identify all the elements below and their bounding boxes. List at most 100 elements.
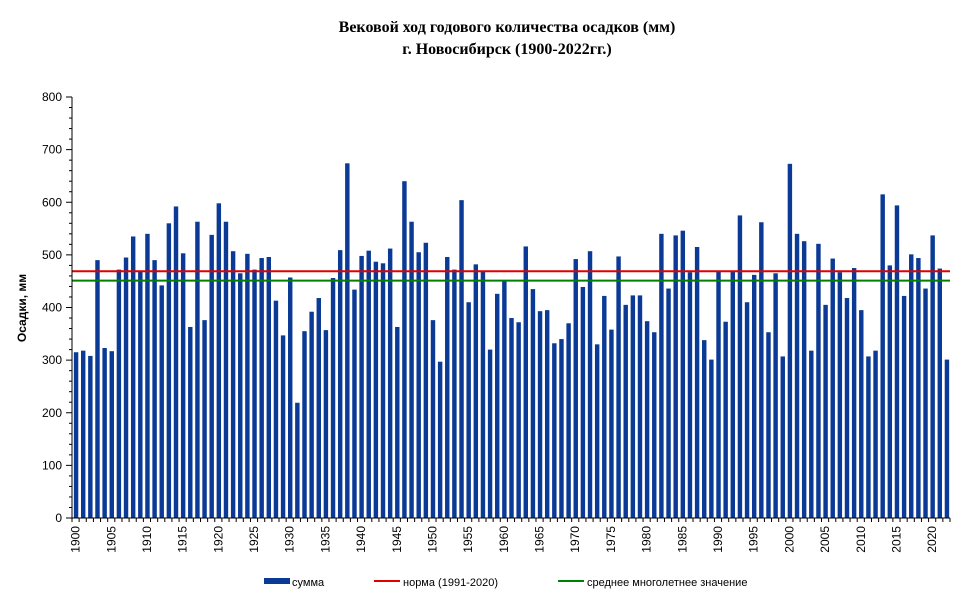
bar-2015 — [894, 205, 900, 518]
bar-1939 — [352, 289, 357, 518]
x-tick-label: 2020 — [925, 526, 939, 553]
bar-1923 — [238, 273, 243, 518]
legend-label-mean: среднее многолетнее значение — [587, 577, 747, 589]
bar-1910 — [145, 233, 150, 518]
bar-2019 — [923, 288, 928, 518]
bar-1901 — [80, 350, 86, 518]
bar-1979 — [637, 295, 643, 518]
bar-1988 — [702, 340, 707, 518]
bar-1954 — [459, 200, 464, 518]
bar-1937 — [337, 250, 343, 518]
x-tick-label: 1945 — [390, 526, 404, 553]
bar-1948 — [416, 252, 421, 519]
bar-1982 — [659, 233, 664, 518]
bar-1915 — [180, 253, 186, 519]
bar-2016 — [901, 295, 907, 518]
bar-1902 — [88, 355, 93, 518]
bar-2008 — [844, 298, 850, 518]
bar-1942 — [373, 261, 379, 518]
bar-2012 — [873, 350, 878, 518]
bar-1989 — [709, 359, 714, 518]
x-tick-label: 1925 — [247, 526, 261, 553]
bar-1964 — [530, 289, 536, 518]
y-tick-label: 600 — [42, 195, 62, 209]
bar-2005 — [823, 304, 828, 518]
bar-2009 — [851, 268, 857, 518]
bar-1978 — [630, 295, 636, 518]
legend-label-sum: сумма — [292, 577, 325, 589]
bar-1949 — [423, 242, 429, 518]
bar-2017 — [909, 254, 914, 518]
bar-1943 — [380, 263, 386, 518]
y-tick-label: 500 — [42, 248, 62, 262]
legend: сумма норма (1991-2020) среднее многолет… — [264, 577, 747, 589]
bar-1905 — [109, 351, 114, 518]
bar-1933 — [309, 311, 314, 518]
bar-1976 — [616, 256, 621, 518]
bar-1920 — [216, 203, 222, 519]
bar-1926 — [259, 258, 264, 518]
bar-2007 — [837, 272, 843, 518]
bar-2006 — [830, 258, 835, 518]
bar-1969 — [566, 323, 571, 518]
x-tick-label: 1960 — [497, 526, 511, 553]
bar-1985 — [680, 230, 686, 519]
bar-1929 — [280, 335, 286, 518]
bar-1911 — [152, 260, 157, 518]
bar-1975 — [609, 329, 614, 518]
bar-1927 — [266, 256, 272, 518]
bar-1993 — [737, 215, 743, 518]
bar-1931 — [295, 402, 300, 518]
bar-1945 — [395, 326, 400, 518]
x-tick-label: 1995 — [747, 526, 761, 553]
bar-1917 — [195, 221, 200, 518]
y-tick-label: 700 — [42, 143, 62, 157]
bar-1990 — [716, 270, 721, 518]
bar-1900 — [73, 352, 79, 518]
bar-1925 — [252, 269, 257, 518]
bar-1970 — [573, 259, 578, 518]
bar-1921 — [223, 221, 229, 518]
bar-1922 — [230, 251, 236, 518]
x-tick-label: 1950 — [425, 526, 439, 553]
bar-1981 — [652, 332, 657, 518]
y-tick-label: 100 — [42, 458, 62, 472]
bar-1932 — [302, 331, 307, 518]
bar-1968 — [559, 339, 564, 518]
bar-2021 — [937, 268, 943, 518]
bar-1997 — [766, 332, 771, 518]
bar-1938 — [345, 163, 350, 518]
bar-2002 — [801, 241, 807, 518]
x-tick-label: 2000 — [782, 526, 796, 553]
bar-1961 — [509, 318, 514, 518]
y-tick-label: 0 — [55, 511, 62, 525]
bar-1996 — [759, 222, 764, 518]
bar-2001 — [794, 233, 800, 518]
legend-label-norm: норма (1991-2020) — [403, 577, 498, 589]
bar-1973 — [594, 344, 600, 518]
bar-1914 — [173, 206, 179, 518]
bar-1957 — [480, 271, 486, 518]
bar-1946 — [402, 181, 407, 518]
chart-title-line1: Вековой ход годового количества осадков … — [339, 19, 676, 36]
bar-1928 — [273, 300, 279, 518]
bar-1959 — [495, 293, 500, 518]
bar-1904 — [102, 348, 107, 518]
bar-1930 — [288, 277, 293, 518]
x-tick-label: 1935 — [318, 526, 332, 553]
bar-1958 — [487, 349, 493, 518]
bar-1965 — [537, 311, 543, 518]
bar-1977 — [623, 304, 628, 518]
bar-1950 — [430, 320, 436, 518]
bar-1940 — [359, 255, 364, 518]
y-axis-ticks: 0 100 200 300 400 500 600 700 800 — [42, 90, 72, 525]
bar-1908 — [130, 236, 136, 518]
bar-1941 — [366, 250, 371, 519]
bar-2014 — [887, 265, 893, 518]
bar-1934 — [316, 298, 321, 518]
x-tick-label: 1985 — [675, 526, 689, 553]
x-tick-label: 2015 — [889, 526, 903, 553]
bar-2018 — [916, 258, 921, 518]
x-tick-label: 1920 — [211, 526, 225, 553]
